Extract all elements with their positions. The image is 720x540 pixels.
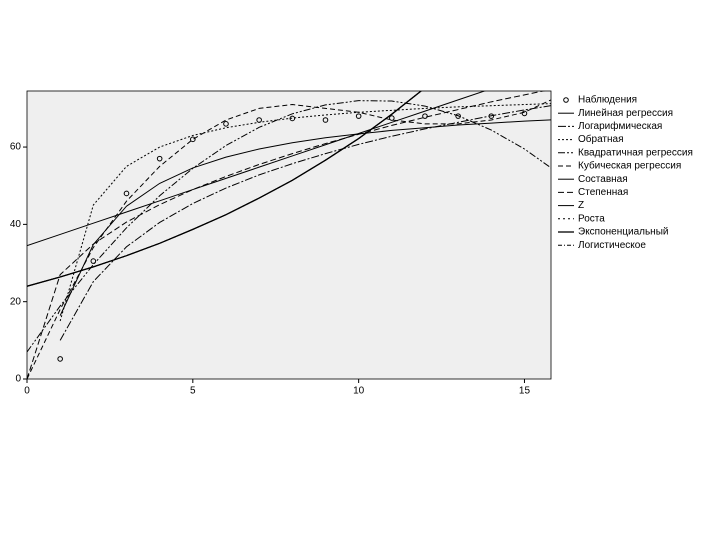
x-tick-label: 15 [519, 386, 531, 397]
legend-label: Кубическая регрессия [578, 160, 681, 172]
observation-point [223, 121, 229, 127]
observation-point [422, 113, 428, 119]
fit-curve [59, 103, 551, 322]
observation-point [355, 113, 362, 119]
observation-point [521, 110, 528, 117]
observation-point [322, 117, 329, 123]
observation-point [289, 115, 296, 122]
curves [27, 91, 551, 379]
fit-curve [27, 99, 551, 379]
x-tick-label: 10 [353, 386, 365, 397]
fit-curve [27, 100, 551, 353]
observation-point [156, 155, 163, 162]
observation-point [123, 190, 130, 197]
fit-curve [27, 91, 422, 287]
fit-curve [27, 91, 487, 247]
observation-point [190, 136, 196, 143]
x-tick-label: 5 [190, 386, 196, 397]
legend-label: Z [578, 200, 584, 211]
observation-point [90, 258, 97, 264]
x-tick-label: 0 [24, 386, 30, 397]
plot-area [26, 90, 552, 380]
legend-label: Наблюдения [578, 94, 637, 106]
legend-marker [563, 97, 569, 103]
fit-curve [59, 105, 551, 341]
fit-curve [59, 119, 551, 316]
y-tick-label: 60 [10, 142, 22, 153]
legend-label: Обратная [578, 133, 624, 145]
observation-point [389, 115, 395, 121]
legend-label: Степенная [578, 187, 628, 198]
legend-label: Экспоненциальный [578, 227, 668, 238]
observation-point [256, 117, 262, 123]
y-tick-label: 0 [15, 374, 21, 385]
observation-point [455, 113, 461, 119]
legend-label: Роста [578, 213, 605, 224]
legend-label: Логарифмическая [578, 120, 662, 132]
observation-point [488, 113, 495, 119]
legend-label: Логистическое [578, 240, 646, 251]
legend-label: Квадратичная регрессия [578, 147, 693, 158]
y-tick-label: 40 [10, 219, 22, 230]
y-tick-label: 20 [10, 296, 22, 307]
fit-curve [27, 91, 546, 379]
observation-point [57, 356, 63, 362]
legend-label: Составная [578, 174, 628, 185]
legend-label: Линейная регрессия [578, 108, 673, 119]
